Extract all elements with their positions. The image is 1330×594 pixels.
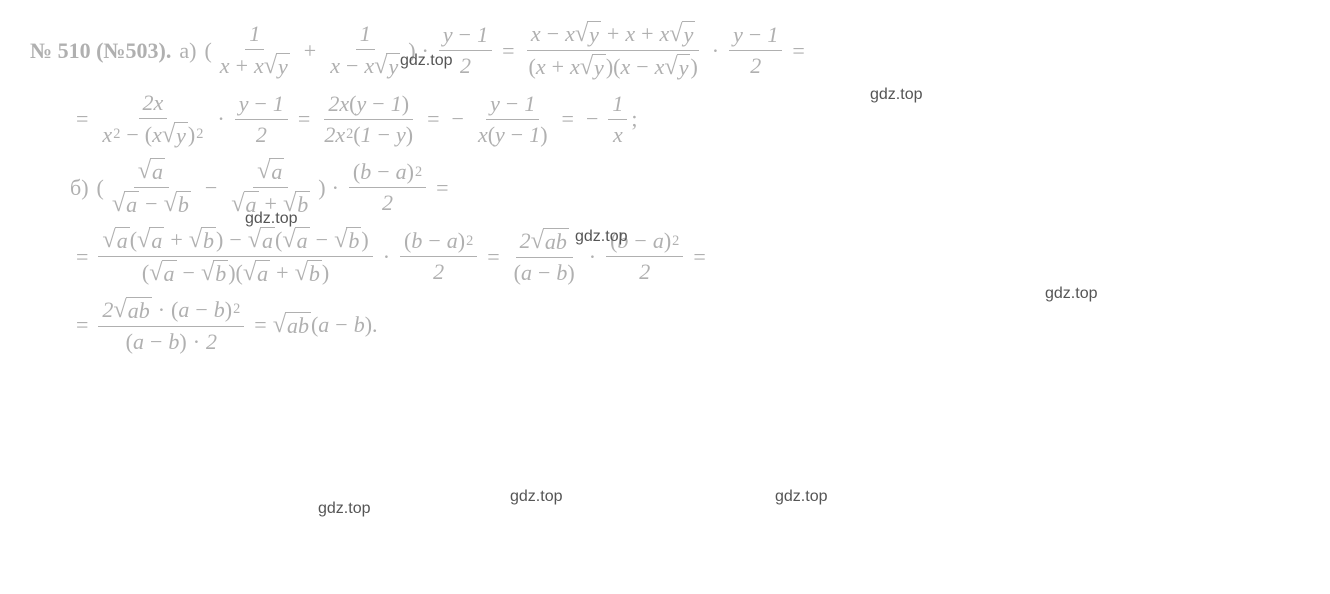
fraction: 1 x+xy — [216, 21, 294, 80]
fraction: a(a+b)−a(a−b) (a−b)(a+b) — [98, 226, 372, 287]
fraction: y−1 2 — [235, 91, 288, 148]
plus-op: + — [304, 38, 316, 64]
fraction: (b−a)2 2 — [606, 228, 683, 285]
fraction: x−xy+x+xy (x+xy)(x−xy) — [524, 20, 701, 81]
watermark-text: gdz.top — [510, 488, 562, 506]
part-a-label: а) — [179, 38, 196, 64]
sqrt-ab: ab — [273, 311, 311, 339]
lparen: ( — [204, 38, 211, 64]
equals-op: = — [693, 244, 705, 270]
semicolon: ; — [631, 106, 637, 132]
fraction: y−1 2 — [729, 22, 782, 79]
line-1: № 510 (№503). а) ( 1 x+xy + 1 x−xy ) · y… — [30, 20, 1300, 81]
equals-op: = — [436, 175, 448, 201]
fraction: 2ab·(a−b)2 (a−b)·2 — [98, 296, 244, 355]
equals-op: = — [76, 244, 88, 270]
lparen: ( — [97, 175, 104, 201]
dot-op: · — [383, 244, 390, 270]
minus-op: − — [452, 106, 464, 132]
fraction: 1 x−xy — [326, 21, 404, 80]
line-3: б) ( a a−b − a a+b ) · (b−a)2 2 = — [70, 157, 1300, 218]
equals-op: = — [792, 38, 804, 64]
fraction: y−1 x(y−1) — [474, 91, 552, 148]
fraction: 1 x — [608, 91, 627, 148]
dot-op: · — [712, 38, 719, 64]
part-b-label: б) — [70, 175, 89, 201]
equals-op: = — [562, 106, 574, 132]
problem-number: № 510 (№503). — [30, 38, 171, 64]
dot-op: · — [332, 175, 339, 201]
period: . — [372, 312, 378, 338]
rparen: ) — [318, 175, 325, 201]
equals-op: = — [76, 106, 88, 132]
dot-op: · — [217, 106, 224, 132]
math-solution-page: № 510 (№503). а) ( 1 x+xy + 1 x−xy ) · y… — [30, 20, 1300, 355]
fraction: (b−a)2 2 — [349, 159, 426, 216]
equals-op: = — [427, 106, 439, 132]
dot-op: · — [422, 38, 429, 64]
watermark-text: gdz.top — [775, 488, 827, 506]
fraction: y−1 2 — [439, 22, 492, 79]
fraction: 2x x2−(xy)2 — [98, 90, 207, 149]
fraction: 2ab (a−b) — [510, 227, 579, 286]
line-2: = 2x x2−(xy)2 · y−1 2 = 2x(y−1) 2x2(1−y)… — [70, 89, 1300, 149]
line-5: = 2ab·(a−b)2 (a−b)·2 = ab (a−b). — [70, 295, 1300, 355]
fraction: 2x(y−1) 2x2(1−y) — [320, 91, 417, 148]
equals-op: = — [76, 312, 88, 338]
watermark-text: gdz.top — [318, 500, 370, 518]
minus-op: − — [205, 175, 217, 201]
fraction: (b−a)2 2 — [400, 228, 477, 285]
dot-op: · — [589, 244, 596, 270]
fraction: a a−b — [108, 157, 195, 218]
equals-op: = — [298, 106, 310, 132]
equals-op: = — [502, 38, 514, 64]
equals-op: = — [254, 312, 266, 338]
line-4: = a(a+b)−a(a−b) (a−b)(a+b) · (b−a)2 2 = … — [70, 226, 1300, 287]
minus-op: − — [586, 106, 598, 132]
rparen: ) — [365, 312, 372, 338]
rparen: ) — [408, 38, 415, 64]
fraction: a a+b — [227, 157, 314, 218]
equals-op: = — [487, 244, 499, 270]
lparen: ( — [311, 312, 318, 338]
